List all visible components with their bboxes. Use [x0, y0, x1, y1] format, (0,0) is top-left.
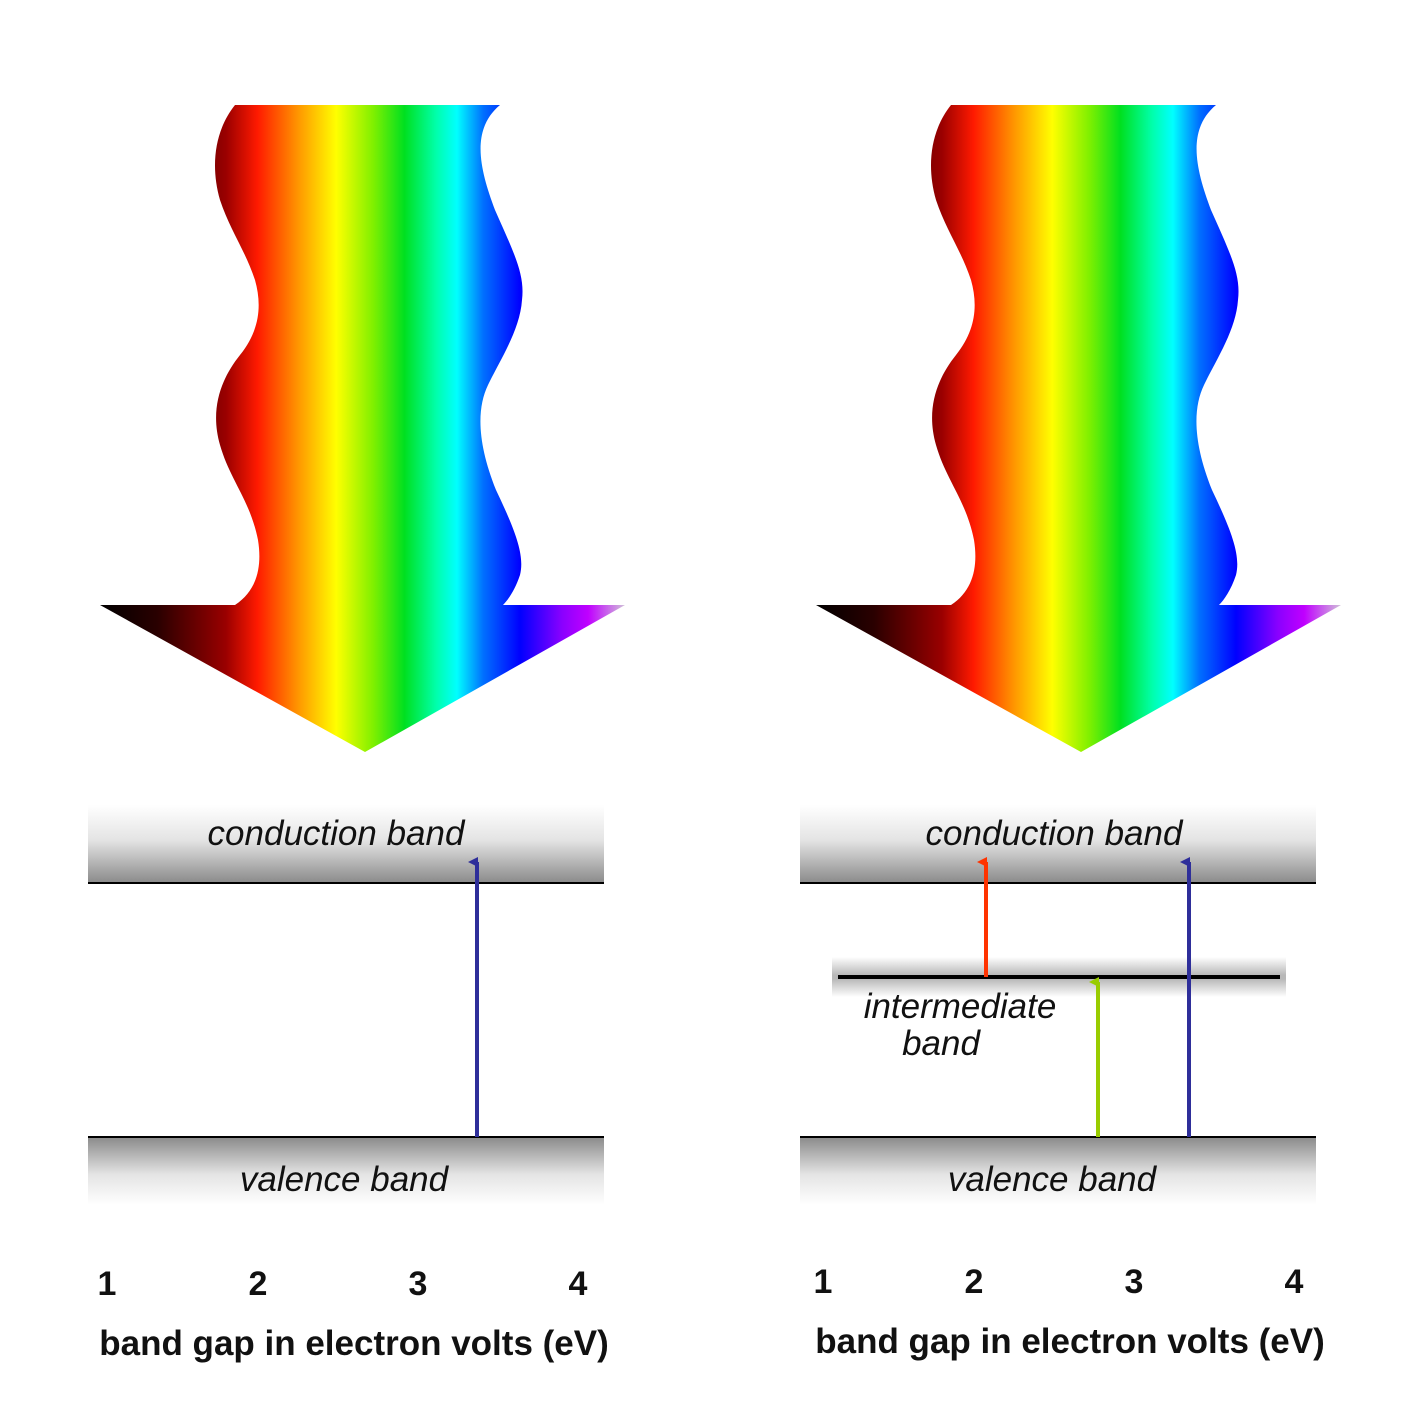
conduction-band: [88, 805, 604, 883]
axis-title: band gap in electron volts (eV): [99, 1324, 609, 1363]
tick-label: 2: [249, 1265, 268, 1303]
conduction-band: [800, 805, 1316, 883]
light-spectrum-arrow: [100, 105, 625, 752]
valence-band-label: valence band: [948, 1160, 1158, 1199]
light-spectrum-arrow: [816, 105, 1341, 752]
tick-label: 1: [814, 1263, 833, 1301]
intermediate-band-label: band: [902, 1024, 981, 1063]
conduction-band-label: conduction band: [208, 814, 466, 853]
tick-label: 3: [409, 1265, 428, 1303]
valence-band-label: valence band: [240, 1160, 450, 1199]
axis-title: band gap in electron volts (eV): [815, 1322, 1325, 1361]
tick-label: 2: [965, 1263, 984, 1301]
conduction-band-label: conduction band: [926, 814, 1184, 853]
tick-label: 4: [569, 1265, 588, 1303]
valence-band: [800, 1137, 1316, 1205]
intermediate-band-label: intermediate: [864, 987, 1057, 1026]
panel-single-band-gap: conduction band valence band 1 2 3 4 ban…: [88, 105, 625, 1363]
valence-band: [88, 1137, 604, 1205]
tick-label: 4: [1285, 1263, 1304, 1301]
tick-label: 1: [98, 1265, 117, 1303]
panel-intermediate-band: conduction band intermediate band valenc…: [800, 105, 1341, 1361]
tick-label: 3: [1125, 1263, 1144, 1301]
